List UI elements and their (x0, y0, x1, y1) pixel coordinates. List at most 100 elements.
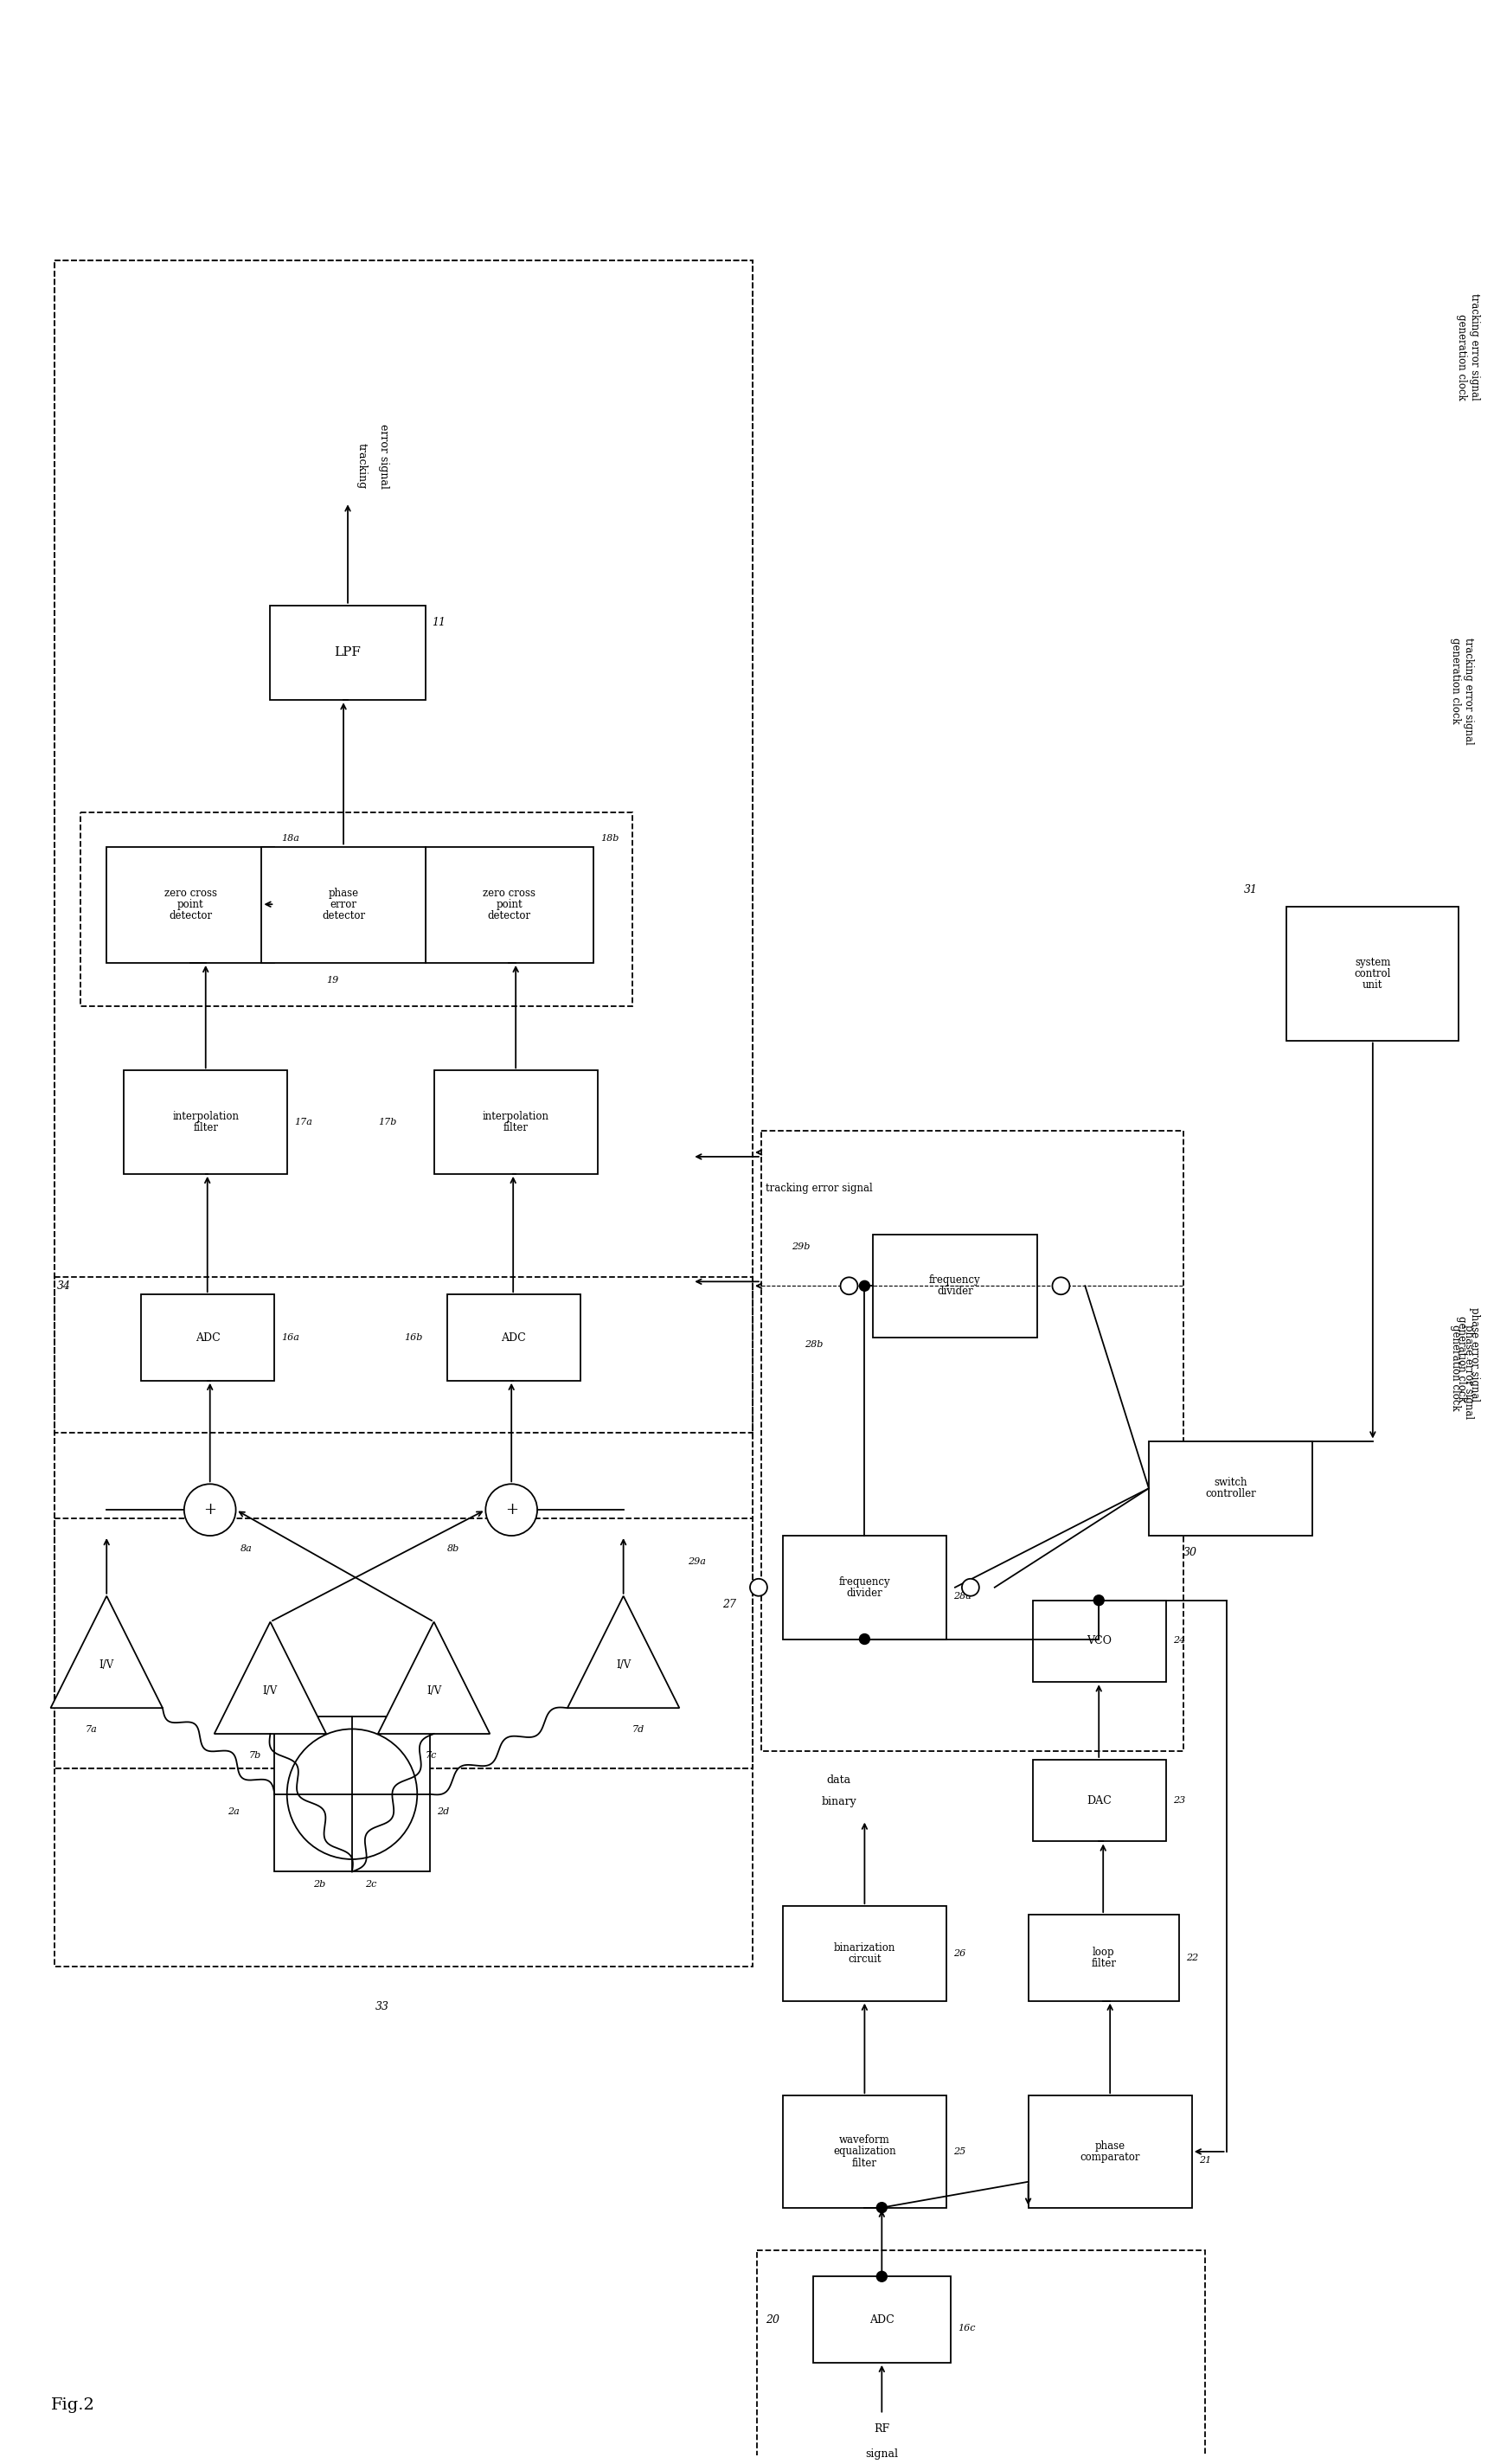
Text: ADC: ADC (870, 2314, 895, 2326)
FancyBboxPatch shape (783, 1535, 946, 1639)
Text: 24: 24 (1173, 1636, 1185, 1646)
Text: binary: binary (822, 1796, 856, 1806)
Text: error signal: error signal (378, 424, 388, 488)
Text: 2d: 2d (436, 1806, 448, 1816)
FancyBboxPatch shape (1032, 1759, 1165, 1841)
Text: detector: detector (487, 912, 530, 922)
Circle shape (486, 1483, 538, 1535)
Text: +: + (203, 1503, 217, 1518)
Text: data: data (826, 1774, 852, 1786)
Text: +: + (505, 1503, 518, 1518)
Text: zero cross: zero cross (483, 887, 536, 899)
FancyBboxPatch shape (140, 1294, 275, 1380)
Circle shape (841, 1276, 858, 1294)
Text: detector: detector (321, 912, 365, 922)
Text: I/V: I/V (616, 1661, 630, 1671)
Circle shape (962, 1579, 979, 1597)
Text: 23: 23 (1173, 1796, 1185, 1804)
FancyBboxPatch shape (1149, 1441, 1312, 1535)
Text: 21: 21 (1198, 2156, 1212, 2163)
FancyBboxPatch shape (270, 606, 426, 700)
FancyBboxPatch shape (783, 2094, 946, 2208)
Text: ADC: ADC (500, 1333, 526, 1343)
Text: interpolation: interpolation (172, 1111, 239, 1121)
FancyBboxPatch shape (1286, 907, 1458, 1040)
Text: filter: filter (503, 1121, 529, 1133)
Text: I/V: I/V (99, 1661, 114, 1671)
Text: 27: 27 (723, 1599, 737, 1611)
Text: DAC: DAC (1086, 1794, 1112, 1806)
Text: frequency: frequency (838, 1577, 890, 1587)
Text: 19: 19 (326, 976, 339, 986)
Text: 16c: 16c (958, 2324, 976, 2333)
Circle shape (1094, 1594, 1104, 1607)
FancyBboxPatch shape (433, 1069, 598, 1173)
Text: 29a: 29a (689, 1557, 707, 1565)
Text: 8a: 8a (241, 1545, 252, 1552)
Text: comparator: comparator (1080, 2151, 1140, 2163)
FancyBboxPatch shape (1032, 1599, 1165, 1683)
FancyBboxPatch shape (275, 1717, 430, 1873)
FancyBboxPatch shape (1028, 2094, 1192, 2208)
Polygon shape (214, 1621, 326, 1735)
Text: zero cross: zero cross (164, 887, 217, 899)
FancyBboxPatch shape (124, 1069, 287, 1173)
FancyBboxPatch shape (813, 2277, 950, 2363)
Polygon shape (378, 1621, 490, 1735)
Circle shape (184, 1483, 236, 1535)
Text: phase error signal
generation clock: phase error signal generation clock (1457, 1308, 1481, 1402)
Circle shape (859, 1634, 870, 1643)
Text: 17b: 17b (378, 1119, 396, 1126)
Text: LPF: LPF (335, 646, 362, 658)
Text: tracking error signal: tracking error signal (765, 1183, 872, 1193)
Text: phase error signal
generation clock: phase error signal generation clock (1451, 1326, 1475, 1419)
Text: 16b: 16b (403, 1333, 423, 1343)
Text: interpolation: interpolation (483, 1111, 548, 1121)
Text: 30: 30 (1183, 1547, 1197, 1560)
Text: tracking error signal
generation clock: tracking error signal generation clock (1451, 638, 1475, 744)
FancyBboxPatch shape (783, 1907, 946, 2001)
Text: circuit: circuit (849, 1954, 881, 1964)
Text: VCO: VCO (1086, 1636, 1112, 1646)
Text: tracking error signal
generation clock: tracking error signal generation clock (1457, 293, 1481, 402)
Circle shape (1052, 1276, 1070, 1294)
Text: error: error (330, 899, 357, 909)
Text: 25: 25 (953, 2146, 965, 2156)
Text: tracking: tracking (357, 444, 368, 488)
FancyBboxPatch shape (447, 1294, 580, 1380)
Text: controller: controller (1206, 1488, 1256, 1501)
Text: divider: divider (937, 1286, 973, 1296)
Text: 7c: 7c (426, 1752, 436, 1759)
Text: control: control (1355, 968, 1391, 978)
Text: phase: phase (329, 887, 359, 899)
Circle shape (877, 2272, 887, 2282)
Text: 7d: 7d (632, 1725, 644, 1735)
Text: 17a: 17a (294, 1119, 312, 1126)
Text: 31: 31 (1243, 885, 1258, 894)
Text: 28b: 28b (804, 1340, 823, 1348)
Text: 18b: 18b (601, 833, 619, 843)
FancyBboxPatch shape (872, 1234, 1037, 1338)
Circle shape (877, 2203, 887, 2213)
Text: switch: switch (1215, 1476, 1247, 1488)
Text: filter: filter (193, 1121, 218, 1133)
Text: 34: 34 (57, 1281, 70, 1291)
Text: 7b: 7b (248, 1752, 261, 1759)
Text: point: point (178, 899, 203, 909)
Text: filter: filter (1091, 1959, 1116, 1969)
Text: 8b: 8b (447, 1545, 459, 1552)
Text: waveform: waveform (840, 2134, 890, 2146)
Text: 28a: 28a (953, 1592, 971, 1599)
Text: signal: signal (865, 2449, 898, 2459)
Text: I/V: I/V (263, 1685, 278, 1698)
Text: phase: phase (1095, 2141, 1125, 2151)
FancyBboxPatch shape (261, 848, 426, 963)
Text: RF: RF (874, 2422, 889, 2434)
Text: system: system (1355, 956, 1391, 968)
Text: 16a: 16a (281, 1333, 299, 1343)
Text: 18a: 18a (281, 833, 299, 843)
Circle shape (750, 1579, 768, 1597)
Text: 29b: 29b (792, 1242, 810, 1252)
Text: 33: 33 (375, 2001, 388, 2013)
Text: frequency: frequency (929, 1274, 980, 1286)
